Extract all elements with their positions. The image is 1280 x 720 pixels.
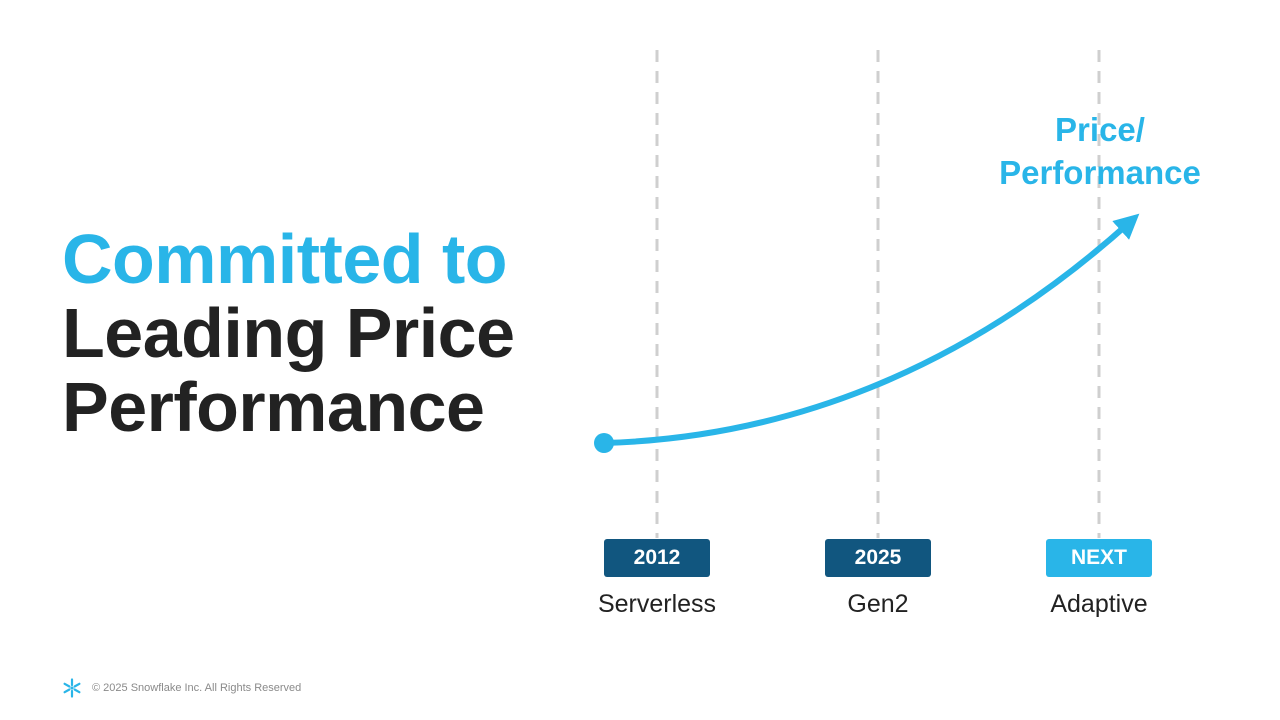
year-badge-next: NEXT (1046, 539, 1152, 577)
curve-label: Price/ Performance (980, 108, 1220, 194)
page-title: Committed to Leading Price Performance (62, 222, 515, 444)
title-line-3: Performance (62, 368, 485, 446)
footer: © 2025 Snowflake Inc. All Rights Reserve… (62, 678, 301, 698)
curve-start-dot (594, 433, 614, 453)
stage-label-adaptive: Adaptive (1050, 590, 1148, 618)
growth-curve (601, 213, 1140, 446)
title-line-2: Leading Price (62, 294, 515, 372)
stage-label-serverless: Serverless (597, 590, 717, 618)
year-badge-2012: 2012 (604, 539, 710, 577)
snowflake-icon (63, 678, 81, 698)
title-line-1: Committed to (62, 220, 508, 298)
curve-label-line-2: Performance (999, 154, 1201, 191)
curve-label-line-1: Price/ (1055, 111, 1145, 148)
copyright-text: © 2025 Snowflake Inc. All Rights Reserve… (92, 682, 302, 694)
year-badge-2025: 2025 (825, 539, 931, 577)
stage-label-gen2: Gen2 (847, 590, 909, 618)
